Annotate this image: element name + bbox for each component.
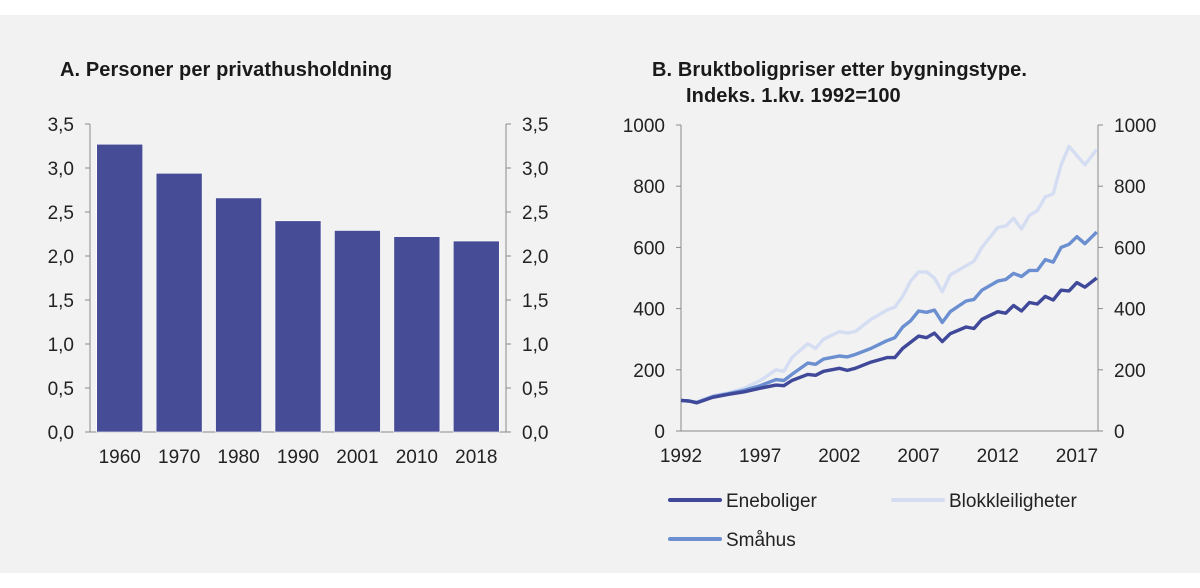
x-tick-label: 2010 (396, 447, 438, 468)
y-tick-label-left: 1,5 (48, 291, 74, 312)
y-tick-label-right: 800 (1114, 177, 1146, 198)
y-tick-label-right: 1,0 (522, 335, 548, 356)
x-tick-label: 1990 (277, 447, 319, 468)
y-tick-label-left: 3,0 (48, 159, 74, 180)
y-tick-label-right: 1000 (1114, 116, 1156, 137)
bar-1990 (274, 220, 322, 433)
chart-b-title-line2: Indeks. 1.kv. 1992=100 (686, 85, 901, 107)
chart-a-title: A. Personer per privathusholdning (60, 59, 393, 81)
y-tick-label-right: 2,0 (522, 247, 548, 268)
x-tick-label: 2012 (977, 446, 1019, 467)
y-tick-label-left: 3,5 (48, 115, 74, 136)
y-tick-label-right: 600 (1114, 238, 1146, 259)
bar-1980 (215, 197, 262, 433)
x-tick-label: 1997 (739, 446, 781, 467)
y-tick-label-left: 0 (654, 422, 665, 443)
x-tick-label: 2001 (336, 447, 378, 468)
y-tick-label-left: 2,5 (48, 203, 74, 224)
x-tick-label: 2007 (897, 446, 939, 467)
legend-label-småhus: Småhus (726, 530, 796, 551)
y-tick-label-right: 2,5 (522, 203, 548, 224)
y-tick-label-left: 0,0 (48, 423, 74, 444)
y-tick-label-left: 800 (633, 177, 665, 198)
x-tick-label: 1980 (217, 447, 259, 468)
bar-1970 (155, 172, 203, 433)
y-tick-label-left: 600 (633, 238, 665, 259)
y-tick-label-right: 1,5 (522, 291, 548, 312)
y-tick-label-right: 0,5 (522, 379, 548, 400)
y-tick-label-left: 200 (633, 361, 665, 382)
x-tick-label: 2018 (455, 447, 497, 468)
bar-2010 (393, 236, 441, 433)
y-tick-label-left: 1000 (623, 116, 665, 137)
y-tick-label-left: 2,0 (48, 247, 74, 268)
legend-label-eneboliger: Eneboliger (726, 491, 818, 512)
y-tick-label-left: 400 (633, 300, 665, 321)
y-tick-label-left: 0,5 (48, 379, 74, 400)
y-tick-label-right: 200 (1114, 361, 1146, 382)
x-tick-label: 1960 (99, 447, 141, 468)
bar-2018 (452, 240, 500, 433)
y-tick-label-left: 1,0 (48, 335, 74, 356)
x-tick-label: 1970 (158, 447, 200, 468)
series-line-eneboliger (680, 276, 1098, 405)
bar-2001 (334, 230, 381, 433)
y-tick-label-right: 0,0 (522, 423, 548, 444)
bar-1960 (96, 143, 144, 433)
legend-label-blokkleiligheter: Blokkleiligheter (949, 491, 1077, 512)
y-tick-label-right: 3,0 (522, 159, 548, 180)
series-line-blokkleiligheter (680, 144, 1099, 404)
x-tick-label: 2002 (818, 446, 860, 467)
x-tick-label: 1992 (660, 446, 702, 467)
x-tick-label: 2017 (1056, 446, 1098, 467)
chart-b-title-line1: B. Bruktboligpriser etter bygningstype. (652, 59, 1028, 81)
series-line-småhus (680, 230, 1098, 405)
y-tick-label-right: 3,5 (522, 115, 548, 136)
y-tick-label-right: 0 (1114, 422, 1125, 443)
y-tick-label-right: 400 (1114, 300, 1146, 321)
